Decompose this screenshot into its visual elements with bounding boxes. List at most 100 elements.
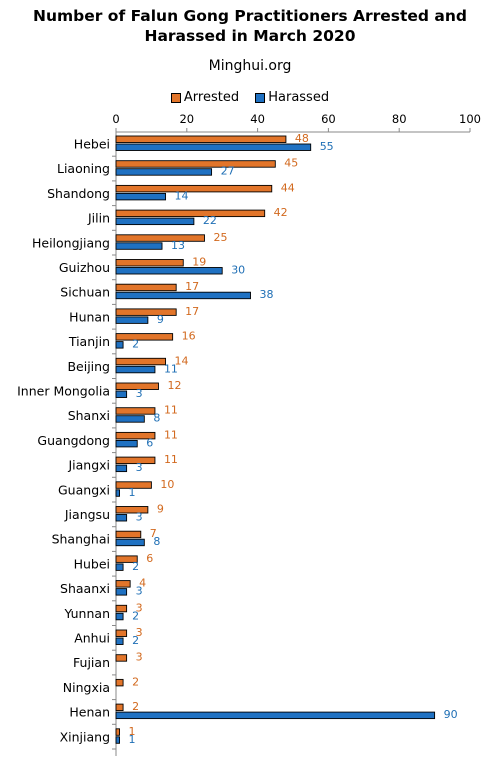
data-label-harassed: 8 (153, 412, 160, 425)
data-label-harassed: 1 (129, 486, 136, 499)
bar-arrested (115, 234, 205, 242)
category-label: Hebei (74, 137, 110, 152)
data-label-arrested: 16 (182, 330, 196, 343)
data-label-arrested: 17 (185, 280, 199, 293)
data-label-harassed: 2 (132, 634, 139, 647)
category-label: Guangdong (37, 433, 110, 448)
data-label-harassed: 27 (221, 165, 235, 178)
bar-harassed (115, 415, 145, 423)
bar-arrested (115, 259, 184, 267)
bar-harassed (115, 291, 251, 300)
category-label: Liaoning (57, 161, 110, 176)
data-label-harassed: 3 (136, 387, 143, 400)
bar-harassed (115, 242, 163, 250)
category-label: Anhui (74, 631, 110, 646)
category-label: Henan (69, 705, 110, 720)
bar-harassed (115, 514, 128, 522)
data-label-harassed: 13 (171, 239, 185, 252)
data-label-arrested: 11 (164, 404, 178, 417)
bar-arrested (115, 382, 159, 390)
category-label: Xinjiang (60, 729, 110, 744)
bar-arrested (115, 728, 120, 736)
bar-arrested (115, 506, 149, 514)
data-label-arrested: 2 (132, 700, 139, 713)
x-tick-label: 40 (250, 112, 265, 126)
bar-harassed (115, 168, 213, 176)
data-label-harassed: 2 (132, 560, 139, 573)
category-label: Heilongjiang (32, 235, 110, 250)
data-label-arrested: 10 (160, 478, 174, 491)
category-label: Tianjin (68, 334, 110, 349)
data-label-arrested: 11 (164, 428, 178, 441)
legend-swatch-harassed (255, 92, 266, 103)
data-label-harassed: 30 (231, 264, 245, 277)
bar-arrested (115, 431, 156, 440)
bar-arrested (115, 333, 174, 341)
x-tick-label: 20 (179, 112, 194, 126)
category-label: Sichuan (60, 285, 110, 300)
bar-arrested (115, 209, 266, 218)
data-label-arrested: 2 (132, 675, 139, 688)
bar-arrested (115, 703, 124, 712)
bar-arrested (115, 184, 273, 193)
bar-harassed (115, 637, 124, 645)
bar-arrested (115, 530, 142, 539)
data-label-arrested: 25 (214, 231, 228, 244)
data-label-arrested: 3 (136, 651, 143, 664)
data-label-arrested: 14 (175, 354, 189, 367)
category-label: Hubei (74, 556, 110, 571)
bar-harassed (115, 439, 138, 448)
data-label-harassed: 9 (157, 313, 164, 326)
bar-harassed (115, 563, 124, 571)
legend-item-harassed: Harassed (255, 90, 329, 105)
category-label: Guizhou (59, 260, 110, 275)
data-label-harassed: 11 (164, 362, 178, 375)
bar-harassed (115, 316, 149, 324)
bar-arrested (115, 160, 276, 168)
bar-harassed (115, 711, 436, 720)
x-tick-label: 60 (321, 112, 336, 126)
bar-harassed (115, 612, 124, 621)
category-label: Inner Mongolia (17, 384, 110, 399)
category-label: Yunnan (63, 606, 110, 621)
category-label: Beijing (67, 359, 110, 374)
data-label-arrested: 4 (139, 577, 146, 590)
bar-harassed (115, 390, 128, 398)
data-label-harassed: 6 (146, 436, 153, 449)
chart-title-line-2: Harassed in March 2020 (144, 27, 356, 45)
data-label-harassed: 3 (136, 511, 143, 524)
data-label-arrested: 48 (295, 132, 309, 145)
bar-harassed (115, 192, 167, 201)
data-label-harassed: 38 (260, 288, 274, 301)
data-label-arrested: 42 (274, 206, 288, 219)
bar-arrested (115, 604, 128, 613)
legend-item-arrested: Arrested (170, 90, 239, 105)
data-label-arrested: 1 (129, 725, 136, 738)
bar-arrested (115, 654, 128, 662)
bar-arrested (115, 283, 177, 292)
bar-harassed (115, 143, 312, 151)
bar-arrested (115, 308, 177, 316)
data-label-arrested: 44 (281, 181, 295, 194)
data-label-arrested: 17 (185, 305, 199, 318)
data-label-arrested: 3 (136, 601, 143, 614)
bar-arrested (115, 555, 138, 563)
x-tick-label: 100 (459, 112, 481, 126)
bar-harassed (115, 217, 195, 226)
category-label: Shanxi (68, 408, 110, 423)
legend-swatch-arrested (170, 92, 181, 103)
chart-title-line-1: Number of Falun Gong Practitioners Arres… (33, 7, 467, 25)
bar-arrested (115, 481, 152, 489)
data-label-arrested: 7 (150, 527, 157, 540)
bar-harassed (115, 736, 120, 744)
category-label: Hunan (69, 309, 110, 324)
data-label-harassed: 14 (175, 189, 189, 202)
category-label: Shaanxi (60, 581, 110, 596)
data-label-arrested: 9 (157, 503, 164, 516)
bar-arrested (115, 678, 124, 687)
data-label-harassed: 55 (320, 140, 334, 153)
chart-subtitle: Minghui.org (208, 58, 292, 74)
data-label-arrested: 3 (136, 626, 143, 639)
data-label-harassed: 90 (444, 708, 458, 721)
